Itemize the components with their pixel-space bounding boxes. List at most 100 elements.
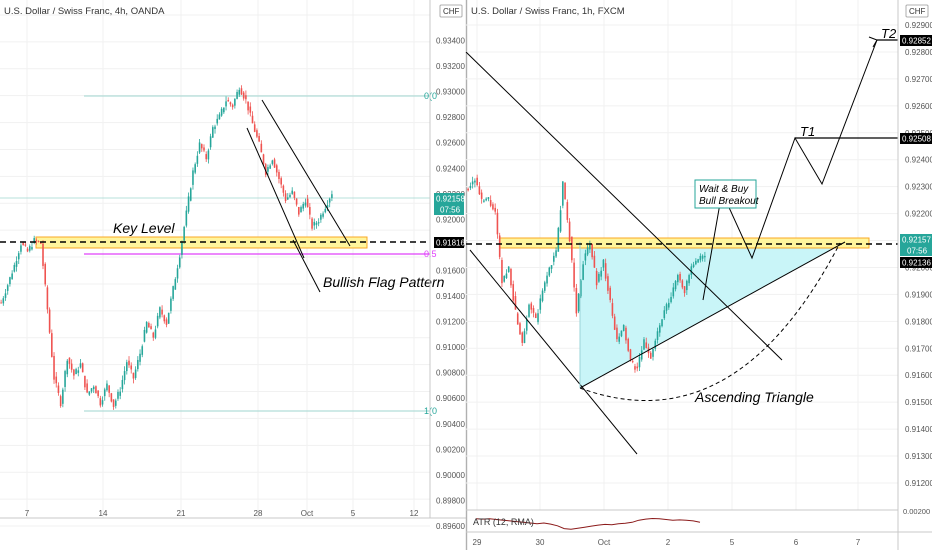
left-candle — [313, 221, 316, 226]
left-candle — [73, 369, 75, 376]
left-candle — [273, 159, 276, 168]
right-candle — [607, 276, 609, 291]
left-candle — [212, 127, 214, 138]
right-candle — [555, 250, 557, 257]
left-candle — [302, 203, 305, 209]
right-candle — [688, 275, 690, 284]
right-candle — [494, 207, 496, 212]
right-candle — [654, 340, 657, 349]
left-candle — [88, 391, 91, 395]
left-candle — [240, 88, 243, 95]
right-t1-tag — [900, 133, 932, 144]
left-candle — [196, 155, 199, 164]
left-x-tick: Oct — [301, 509, 314, 518]
left-candle — [11, 273, 13, 280]
right-candle — [661, 319, 663, 327]
left-y-tick: 0.93200 — [436, 62, 465, 71]
left-y-tick: 0.91400 — [436, 292, 465, 301]
right-candle — [674, 281, 677, 290]
right-candle — [625, 327, 627, 341]
left-candle — [97, 390, 99, 397]
right-y-tick: 0.91200 — [905, 479, 932, 488]
right-candle — [589, 243, 591, 250]
left-candle — [291, 190, 294, 194]
left-candle — [20, 245, 22, 252]
right-candle — [575, 288, 578, 314]
right-currency-badge — [905, 4, 929, 18]
right-candle — [699, 255, 702, 261]
left-candle — [64, 371, 66, 387]
right-candle — [521, 332, 524, 343]
right-time-tag — [900, 245, 932, 256]
right-candle — [697, 259, 699, 263]
left-candle — [223, 107, 225, 113]
left-candle — [192, 170, 194, 185]
left-candle — [300, 207, 302, 213]
right-candle — [525, 319, 528, 331]
left-level-tag — [434, 237, 464, 248]
left-candle — [150, 326, 152, 330]
left-candle — [214, 126, 216, 130]
left-candle — [33, 238, 35, 244]
left-y-tick: 0.91200 — [436, 318, 465, 327]
left-x-tick: 5 — [351, 509, 356, 518]
left-candle — [253, 124, 256, 132]
right-t1-annotation: T1 — [800, 124, 815, 139]
right-candle — [695, 260, 697, 265]
left-price-tag — [434, 193, 464, 204]
right-chart-panel[interactable]: Wait & Buy Bull Breakout T1 T2 Ascending… — [465, 0, 932, 550]
right-wait-buy-line1: Wait & Buy — [699, 184, 749, 195]
left-candle — [282, 185, 285, 193]
left-candle — [242, 92, 245, 99]
left-candle — [26, 248, 29, 252]
left-candle — [256, 130, 258, 137]
right-candle — [679, 274, 681, 281]
left-candle — [44, 263, 47, 285]
right-candle — [670, 297, 672, 303]
left-candle — [121, 379, 124, 390]
left-candle — [51, 333, 53, 357]
right-candle — [598, 273, 600, 282]
right-price-tag-text: 0.92157 — [902, 236, 931, 245]
right-candle — [505, 273, 508, 278]
right-y-tick: 0.91300 — [905, 452, 932, 461]
left-y-tick: 0.90800 — [436, 369, 465, 378]
left-candle — [189, 188, 192, 201]
left-x-tick: 14 — [99, 509, 108, 518]
right-candle — [584, 253, 587, 261]
right-t2-annotation: T2 — [881, 26, 897, 41]
left-candle — [165, 319, 168, 325]
left-candle — [106, 383, 108, 391]
left-chart-panel[interactable]: 0(0 0.5 1(0 Key Level Bullish Flag Patte… — [0, 0, 466, 531]
left-candle — [24, 244, 27, 246]
left-candle — [123, 371, 126, 381]
left-candle — [205, 154, 207, 160]
left-y-tick: 0.90200 — [436, 445, 465, 454]
left-candle — [178, 257, 181, 268]
left-candle — [13, 264, 16, 272]
right-candle — [586, 247, 589, 255]
right-candle — [616, 327, 618, 340]
left-candle — [220, 108, 223, 116]
right-projection-curve — [579, 242, 841, 401]
right-candle — [485, 198, 487, 201]
left-y-tick: 0.91000 — [436, 343, 465, 352]
right-candle — [507, 266, 510, 273]
right-candle — [672, 287, 675, 297]
left-candle — [39, 242, 42, 244]
left-candle — [231, 104, 234, 108]
left-y-tick: 0.89800 — [436, 496, 465, 505]
right-x-tick: 7 — [856, 538, 861, 547]
left-candle — [258, 136, 260, 142]
right-candle — [474, 180, 476, 183]
right-candle — [469, 185, 472, 189]
right-candle — [562, 181, 564, 206]
left-candle — [6, 285, 9, 291]
left-y-tick: 0.92400 — [436, 164, 465, 173]
left-time-tag-text: 07:56 — [440, 206, 461, 215]
right-candle — [566, 202, 569, 220]
left-candle — [62, 389, 64, 404]
left-key-level-annotation: Key Level — [113, 220, 175, 236]
left-candle — [126, 362, 128, 372]
right-candle — [593, 255, 596, 268]
